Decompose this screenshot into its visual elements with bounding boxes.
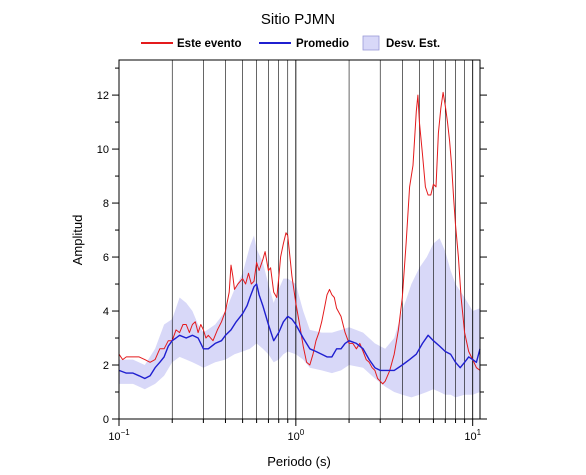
tick-layer: 0 2 4 6 8 10 12 10−1 100 101 — [97, 67, 487, 443]
x-tick-label: 10−1 — [108, 428, 130, 443]
grid-layer — [118, 60, 474, 419]
x-axis-label: Periodo (s) — [267, 454, 331, 469]
std-band-layer — [119, 235, 480, 398]
y-tick-label: 4 — [103, 306, 109, 318]
series-layer — [118, 91, 481, 385]
y-tick-label: 10 — [97, 144, 109, 156]
std-band — [119, 235, 480, 398]
legend-swatch-box — [362, 35, 380, 51]
y-tick-label: 2 — [103, 360, 109, 372]
y-tick-label: 8 — [103, 198, 109, 210]
legend-label: Este evento — [177, 38, 242, 50]
y-tick-label: 6 — [103, 252, 109, 264]
plot-frame — [118, 59, 481, 420]
legend-item: Este evento — [141, 38, 242, 50]
x-tick-label: 101 — [464, 428, 481, 443]
y-axis-label: Amplitud — [70, 215, 85, 266]
x-tick-label: 100 — [287, 428, 304, 443]
legend: Este evento Promedio Desv. Est. — [141, 35, 440, 51]
legend-item: Desv. Est. — [362, 35, 440, 51]
legend-item: Promedio — [259, 38, 349, 50]
chart-title: Sitio PJMN — [261, 11, 335, 28]
y-tick-label: 12 — [97, 90, 109, 102]
series-line-este-evento — [118, 91, 481, 385]
legend-label: Promedio — [296, 38, 349, 50]
legend-label: Desv. Est. — [386, 38, 440, 50]
y-tick-label: 0 — [103, 414, 109, 426]
series-line-promedio — [118, 283, 481, 380]
